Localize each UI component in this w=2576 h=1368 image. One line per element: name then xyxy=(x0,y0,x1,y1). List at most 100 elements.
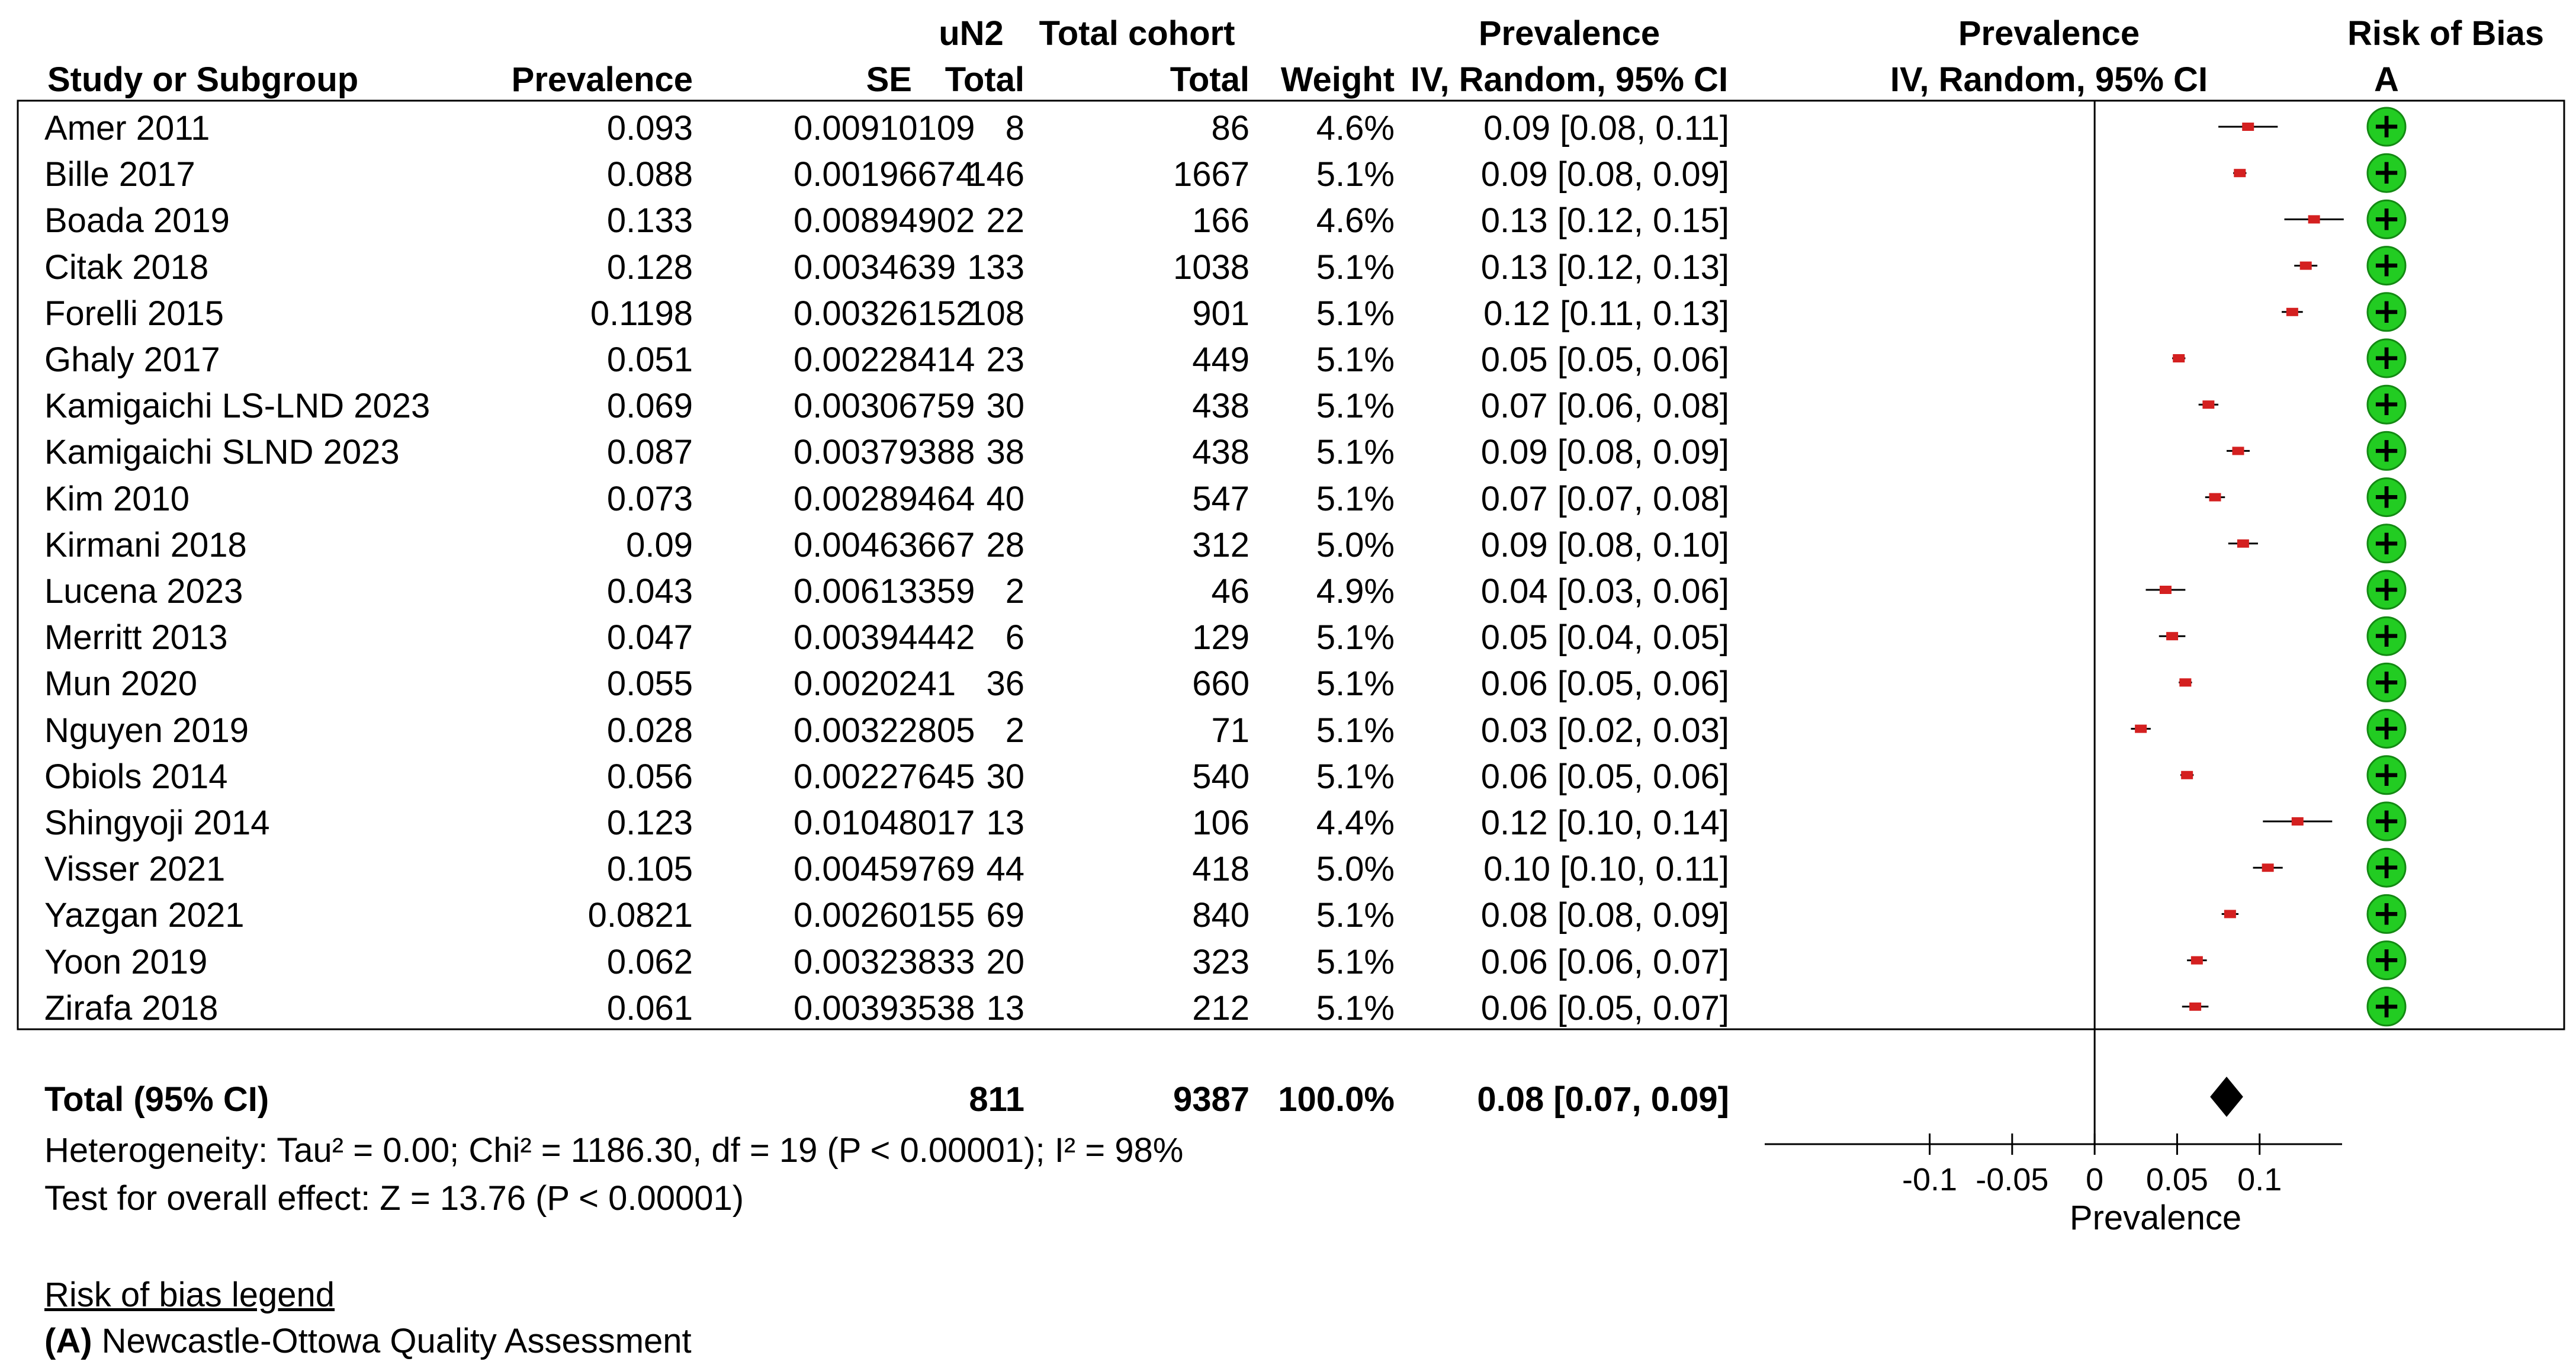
rob-circle xyxy=(2366,616,2407,656)
rob-circle xyxy=(2366,662,2407,702)
rob-plus: + xyxy=(2372,754,2401,794)
study-ci: 0.13 [0.12, 0.13] xyxy=(1480,248,1729,287)
header-ci: IV, Random, 95% CI xyxy=(1410,60,1729,99)
estimate-marker xyxy=(2308,215,2320,224)
header-risk-of-bias: Risk of Bias xyxy=(2347,14,2544,53)
x-tick-label: 0.1 xyxy=(2237,1162,2282,1197)
study-ci: 0.07 [0.07, 0.08] xyxy=(1480,479,1729,518)
study-ci: 0.04 [0.03, 0.06] xyxy=(1480,572,1729,611)
rob-plus: + xyxy=(2372,337,2401,377)
study-prevalence: 0.105 xyxy=(606,850,693,889)
study-prevalence: 0.056 xyxy=(606,757,693,796)
study-name: Kirmani 2018 xyxy=(44,525,247,564)
study-ci: 0.09 [0.08, 0.11] xyxy=(1483,109,1729,147)
study-prevalence: 0.051 xyxy=(606,341,693,379)
study-total: 901 xyxy=(1192,294,1250,333)
rob-plus: + xyxy=(2372,245,2401,285)
study-name: Citak 2018 xyxy=(44,248,209,287)
rob-circle xyxy=(2366,292,2407,332)
rob-circle xyxy=(2366,153,2407,193)
heterogeneity-text: Heterogeneity: Tau² = 0.00; Chi² = 1186.… xyxy=(44,1131,1184,1170)
study-ci: 0.13 [0.12, 0.15] xyxy=(1480,201,1729,240)
study-weight: 5.1% xyxy=(1316,155,1395,194)
study-ci: 0.03 [0.02, 0.03] xyxy=(1480,711,1729,750)
study-ci: 0.06 [0.05, 0.06] xyxy=(1480,757,1729,796)
estimate-marker xyxy=(2299,261,2312,270)
estimate-marker xyxy=(2286,307,2298,316)
study-prevalence: 0.047 xyxy=(606,618,693,657)
study-ci: 0.09 [0.08, 0.10] xyxy=(1480,525,1729,564)
study-total: 840 xyxy=(1192,896,1250,935)
study-un2: 146 xyxy=(967,155,1024,194)
total-label: Total (95% CI) xyxy=(44,1080,269,1119)
study-total: 86 xyxy=(1211,109,1250,147)
study-weight: 5.1% xyxy=(1316,387,1395,426)
rob-plus: + xyxy=(2372,476,2401,516)
total-ci: 0.08 [0.07, 0.09] xyxy=(1477,1080,1729,1119)
study-prevalence: 0.062 xyxy=(606,942,693,981)
estimate-marker xyxy=(2190,956,2203,965)
estimate-marker xyxy=(2291,817,2304,826)
study-name: Kamigaichi LS-LND 2023 xyxy=(44,387,431,426)
study-weight: 4.6% xyxy=(1316,201,1395,240)
study-total: 1038 xyxy=(1173,248,1250,287)
study-total: 166 xyxy=(1192,201,1250,240)
legend-entry-a: (A) Newcastle-Ottowa Quality Assessment xyxy=(44,1324,692,1359)
header-un2: uN2 xyxy=(939,14,1004,53)
study-un2: 22 xyxy=(986,201,1024,240)
total-weight: 100.0% xyxy=(1278,1080,1395,1119)
study-total: 660 xyxy=(1192,664,1250,704)
study-un2: 30 xyxy=(986,387,1024,426)
rob-circle xyxy=(2366,199,2407,239)
legend-letter: (A) xyxy=(44,1322,92,1360)
study-total: 106 xyxy=(1192,804,1250,842)
study-un2: 20 xyxy=(986,942,1024,981)
study-name: Forelli 2015 xyxy=(44,294,224,333)
study-un2: 13 xyxy=(986,988,1024,1027)
study-prevalence: 0.028 xyxy=(606,711,693,750)
study-prevalence: 0.0821 xyxy=(587,896,693,935)
rob-plus: + xyxy=(2372,429,2401,470)
study-un2: 30 xyxy=(986,757,1024,796)
study-total: 438 xyxy=(1192,387,1250,426)
study-name: Merritt 2013 xyxy=(44,618,228,657)
header-se: SE xyxy=(866,60,912,99)
estimate-marker xyxy=(2202,400,2215,409)
study-total: 71 xyxy=(1211,711,1250,750)
header-weight: Weight xyxy=(1280,60,1395,99)
header-plot-prevalence: Prevalence xyxy=(1958,14,2140,53)
rob-circle xyxy=(2366,107,2407,147)
header-prevalence: Prevalence xyxy=(1478,14,1660,53)
x-tick-label: 0 xyxy=(2086,1162,2103,1197)
rob-plus: + xyxy=(2372,152,2401,192)
study-name: Obiols 2014 xyxy=(44,757,228,796)
study-un2: 13 xyxy=(986,804,1024,842)
rob-circle xyxy=(2366,940,2407,981)
rob-plus: + xyxy=(2372,569,2401,609)
pooled-diamond xyxy=(2210,1077,2243,1117)
rob-plus: + xyxy=(2372,198,2401,238)
study-un2: 108 xyxy=(967,294,1024,333)
study-un2: 23 xyxy=(986,341,1024,379)
study-weight: 4.6% xyxy=(1316,109,1395,147)
study-name: Bille 2017 xyxy=(44,155,195,194)
study-prevalence: 0.09 xyxy=(626,525,693,564)
header-study: Study or Subgroup xyxy=(47,60,359,99)
study-weight: 5.1% xyxy=(1316,988,1395,1027)
study-weight: 5.1% xyxy=(1316,433,1395,472)
estimate-marker xyxy=(2237,539,2249,548)
rob-circle xyxy=(2366,987,2407,1027)
overall-effect-text: Test for overall effect: Z = 13.76 (P < … xyxy=(44,1179,744,1218)
study-un2: 133 xyxy=(967,248,1024,287)
study-prevalence: 0.128 xyxy=(606,248,693,287)
rob-circle xyxy=(2366,246,2407,286)
study-ci: 0.06 [0.05, 0.06] xyxy=(1480,664,1729,704)
study-total: 547 xyxy=(1192,479,1250,518)
study-total: 46 xyxy=(1211,572,1250,611)
rob-circle xyxy=(2366,894,2407,934)
estimate-marker xyxy=(2181,770,2193,779)
study-weight: 4.9% xyxy=(1316,572,1395,611)
x-tick-label: -0.05 xyxy=(1976,1162,2048,1197)
study-weight: 5.1% xyxy=(1316,618,1395,657)
